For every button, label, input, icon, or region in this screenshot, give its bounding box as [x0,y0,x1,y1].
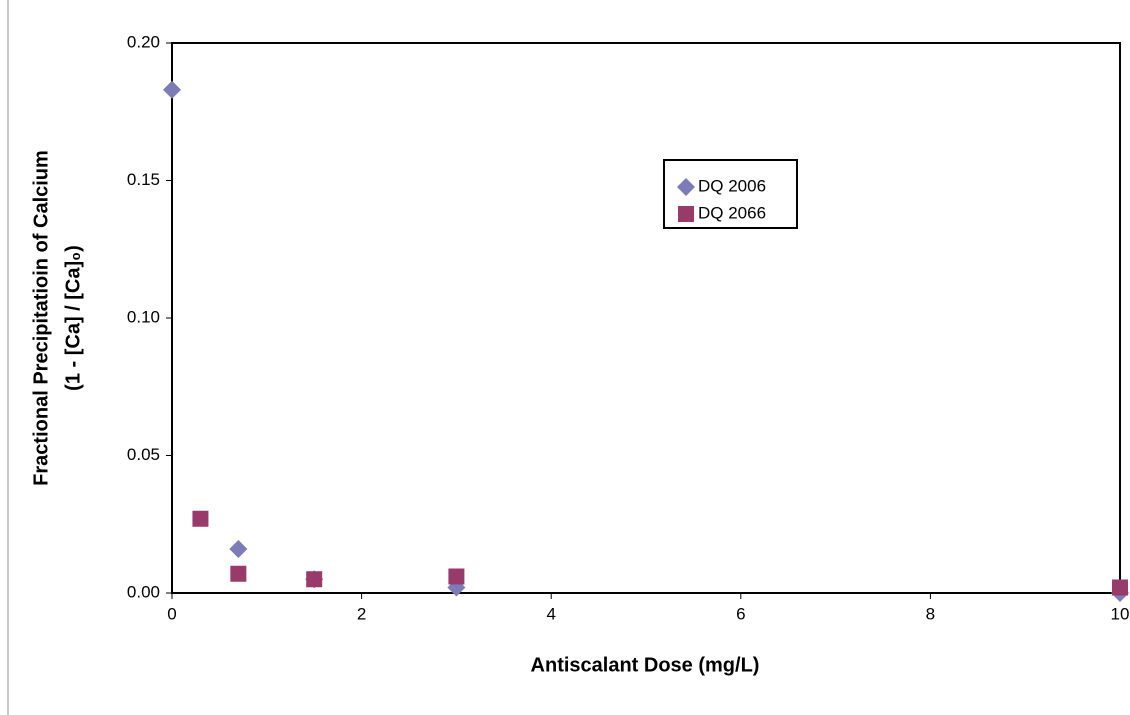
legend-label: DQ 2066 [698,203,766,222]
y-tick-label: 0.15 [127,170,160,189]
x-tick-label: 10 [1111,604,1130,623]
x-tick-label: 0 [167,604,176,623]
point [192,510,209,527]
point [163,80,181,99]
point [230,565,247,582]
legend-marker [678,206,694,222]
point [1112,579,1128,596]
point [448,568,465,585]
y-axis-title: Fractional Precipitatioin of Calcium [30,150,52,486]
x-axis-title: Antiscalant Dose (mg/L) [531,654,760,676]
plot-area [171,42,1121,594]
x-tick-label: 6 [736,604,745,623]
y-tick-label: 0.05 [127,445,160,464]
legend-label: DQ 2006 [698,176,766,195]
x-tick-label: 8 [926,604,935,623]
y-axis-title: (1 - [Ca] / [Ca]₀) [62,245,84,391]
y-tick-label: 0.00 [127,582,160,601]
y-tick-label: 0.10 [127,307,160,326]
y-tick-label: 0.20 [127,32,160,51]
point [306,571,323,588]
legend-marker [677,178,695,196]
x-tick-label: 4 [546,604,555,623]
x-tick-label: 2 [357,604,366,623]
point [229,540,248,558]
